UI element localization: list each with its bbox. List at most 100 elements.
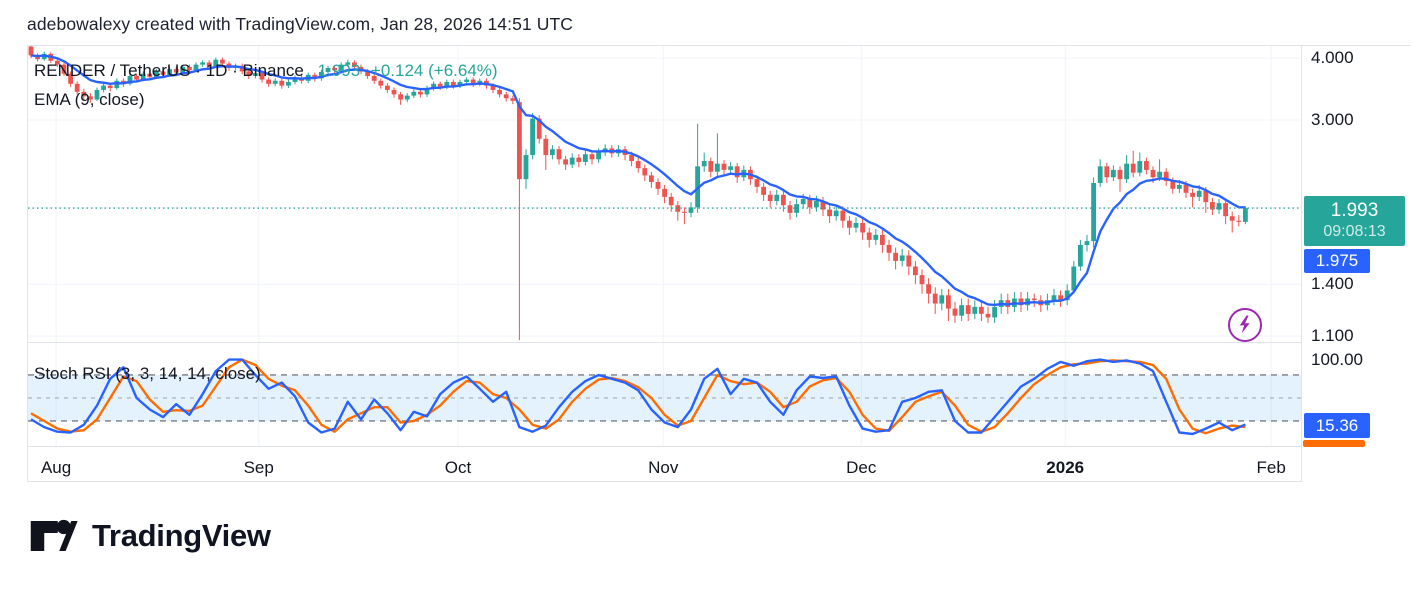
candle-body [1058, 295, 1063, 301]
candle-body [688, 207, 694, 213]
time-axis-label-aug: Aug [40, 458, 72, 477]
candle-body [880, 234, 885, 245]
candle-body [325, 67, 331, 72]
candle-body [682, 211, 687, 213]
candle-body [1243, 208, 1248, 222]
candle-body [173, 69, 179, 73]
candle-body [939, 295, 945, 304]
candle-body [490, 85, 496, 90]
candle-body [180, 66, 186, 73]
candle-body [266, 79, 271, 84]
candle-body [1130, 163, 1136, 173]
candle-body [972, 306, 978, 314]
stoch-axis-label: 100.00 [1311, 349, 1363, 369]
candle-body [206, 62, 212, 67]
candle-body [701, 161, 707, 167]
candle-body [1229, 216, 1235, 221]
candle-body [477, 80, 483, 84]
candle-body [200, 62, 205, 65]
candle-body [94, 89, 100, 100]
candle-body [187, 66, 192, 71]
candle-body [1177, 184, 1182, 189]
time-axis[interactable]: Aug Sep Oct Nov Dec 2026 Feb [28, 446, 1301, 483]
price-pane[interactable]: RENDER / TetherUS · 1D · Binance 1.993 +… [28, 46, 1301, 342]
candle-body [761, 186, 766, 195]
candle-body [1091, 182, 1096, 242]
time-axis-label-dec: Dec [846, 458, 877, 477]
stoch-rsi-canvas[interactable] [28, 343, 1301, 446]
time-axis-label-sep: Sep [243, 458, 274, 477]
candle-body [992, 306, 997, 318]
candle-body [794, 204, 799, 213]
candle-body [510, 98, 516, 101]
candle-body [932, 293, 938, 304]
candle-body [418, 91, 423, 95]
candle-body [147, 73, 153, 78]
candle-body [926, 284, 931, 294]
brand-footer[interactable]: TradingView [30, 517, 271, 555]
stoch-k-line [30, 358, 1246, 436]
candle-body [1223, 203, 1228, 217]
candle-body [437, 83, 443, 87]
candle-body [444, 81, 450, 87]
candle-body [781, 194, 786, 206]
candle-body [1097, 166, 1103, 183]
candle-body [140, 73, 146, 80]
candle-body [919, 275, 925, 285]
candle-body [721, 163, 727, 170]
candle-body [596, 152, 601, 160]
candle-countdown: 09:08:13 [1323, 223, 1386, 241]
candle-body [536, 118, 542, 139]
candle-body [734, 166, 740, 178]
candle-body [728, 166, 733, 170]
candle-body [985, 313, 991, 318]
candle-body [246, 71, 252, 77]
stoch-k-value-badge: 15.36 [1304, 412, 1370, 438]
candle-body [503, 94, 509, 99]
candle-body [1163, 171, 1169, 182]
candle-body [193, 64, 199, 71]
candle-body [642, 168, 648, 176]
candle-body [1078, 244, 1083, 267]
candle-body [662, 188, 667, 197]
candle-body [213, 59, 219, 67]
candle-body [893, 252, 898, 261]
price-chart-canvas[interactable] [28, 46, 1301, 342]
candle-body [1031, 298, 1037, 301]
candle-body [965, 305, 971, 314]
candle-body [814, 201, 819, 208]
candle-body [847, 220, 852, 228]
ema-legend[interactable]: EMA (9, close) [34, 90, 145, 109]
candle-body [1183, 184, 1189, 193]
stoch-rsi-legend[interactable]: Stoch RSI (3, 3, 14, 14, close) [34, 364, 261, 383]
candle-body [886, 244, 892, 253]
time-axis-label-2026: 2026 [1046, 458, 1085, 477]
stoch-d-badge-partial [1303, 439, 1365, 447]
candle-body [88, 96, 93, 100]
candle-body [81, 91, 87, 97]
candle-body [391, 89, 397, 95]
symbol-title[interactable]: RENDER / TetherUS · 1D · Binance [34, 61, 304, 80]
candle-body [101, 85, 106, 90]
stoch-rsi-pane[interactable]: Stoch RSI (3, 3, 14, 14, close) [28, 342, 1301, 446]
candle-body [61, 64, 67, 74]
price-axis-label: 3.000 [1311, 110, 1354, 130]
candle-body [220, 59, 225, 64]
candle-body [1144, 161, 1149, 170]
candle-body [451, 81, 456, 86]
lightning-bolt-icon[interactable] [1228, 308, 1262, 342]
tradingview-logo-text: TradingView [92, 518, 271, 553]
candle-body [959, 305, 964, 316]
time-axis-label-oct: Oct [444, 458, 472, 477]
candle-body [655, 182, 661, 189]
candle-body [556, 149, 562, 160]
candle-body [345, 62, 351, 65]
time-axis-label-nov: Nov [648, 458, 679, 477]
candle-body [787, 205, 793, 213]
candle-body [411, 91, 417, 96]
ema-value-badge: 1.975 [1304, 249, 1370, 274]
candle-body [649, 175, 654, 183]
candle-body [550, 149, 555, 156]
price-axis[interactable]: 1.993 09:08:13 1.975 15.36 4.000 3.000 1.4… [1301, 46, 1411, 482]
candle-body [352, 62, 357, 67]
